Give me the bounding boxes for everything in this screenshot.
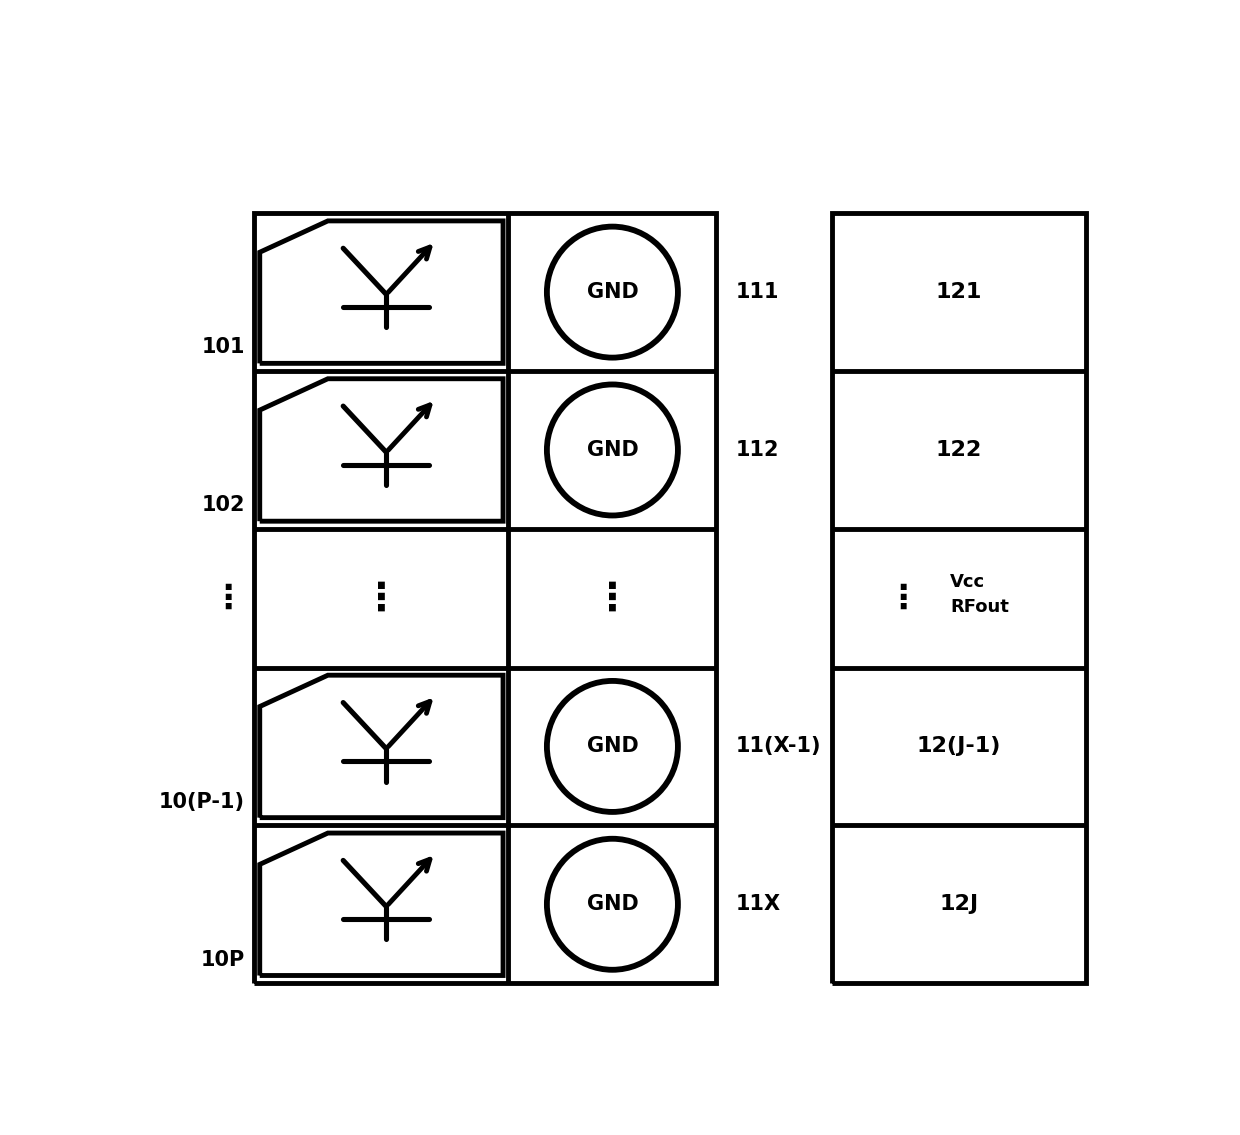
- Text: 122: 122: [936, 440, 982, 460]
- Text: GND: GND: [587, 440, 639, 460]
- Text: 10(P-1): 10(P-1): [159, 792, 246, 812]
- Text: ⋮: ⋮: [593, 579, 632, 617]
- Text: 10P: 10P: [201, 950, 246, 969]
- Text: GND: GND: [587, 737, 639, 756]
- Text: 11(X-1): 11(X-1): [735, 737, 821, 756]
- Text: 12J: 12J: [940, 894, 978, 915]
- Text: ⋮: ⋮: [362, 579, 401, 617]
- Text: Vcc
RFout: Vcc RFout: [950, 573, 1009, 616]
- Text: GND: GND: [587, 894, 639, 915]
- Text: ⋮: ⋮: [212, 582, 246, 615]
- Text: 111: 111: [735, 283, 779, 302]
- Text: 101: 101: [202, 337, 246, 358]
- Text: 11X: 11X: [735, 894, 781, 915]
- Text: 102: 102: [202, 495, 246, 515]
- Text: 112: 112: [735, 440, 779, 460]
- Text: ⋮: ⋮: [887, 582, 920, 615]
- Text: GND: GND: [587, 283, 639, 302]
- Text: 12(J-1): 12(J-1): [916, 737, 1001, 756]
- Text: 121: 121: [936, 283, 982, 302]
